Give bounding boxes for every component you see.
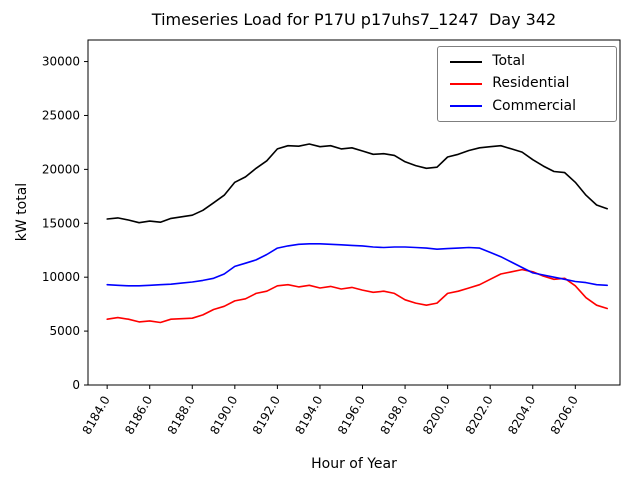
y-tick-label: 20000 <box>42 162 80 176</box>
legend-item-residential: Residential <box>450 75 604 92</box>
x-tick-label: 8184.0 <box>80 394 113 437</box>
y-tick-label: 5000 <box>49 324 80 338</box>
legend-item-commercial: Commercial <box>450 97 604 114</box>
chart-title: Timeseries Load for P17U p17uhs7_1247 Da… <box>151 10 557 29</box>
legend-line-swatch <box>450 83 483 86</box>
legend-label: Commercial <box>492 97 576 114</box>
legend-line-swatch <box>450 105 483 108</box>
y-tick-label: 10000 <box>42 270 80 284</box>
legend: Total Residential Commercial <box>437 46 617 123</box>
axes-spines <box>87 39 621 386</box>
x-tick-label: 8188.0 <box>165 394 198 437</box>
legend-item-total: Total <box>450 53 604 69</box>
x-tick-label: 8206.0 <box>548 394 581 437</box>
y-tick-label: 25000 <box>42 108 80 122</box>
x-tick-label: 8194.0 <box>292 394 325 437</box>
series-line-commercial <box>106 243 609 287</box>
series-line-total <box>106 143 609 224</box>
legend-label: Residential <box>492 75 570 92</box>
x-tick-label: 8190.0 <box>207 394 240 437</box>
legend-label: Total <box>492 53 525 69</box>
x-tick-label: 8200.0 <box>420 394 453 437</box>
y-tick-label: 30000 <box>42 55 80 69</box>
x-tick-label: 8196.0 <box>335 394 368 437</box>
x-tick-label: 8198.0 <box>378 394 411 437</box>
x-tick-label: 8192.0 <box>250 394 283 437</box>
x-tick-label: 8204.0 <box>505 394 538 437</box>
series-line-residential <box>106 268 609 324</box>
legend-line-swatch <box>450 60 483 63</box>
x-tick-label: 8202.0 <box>463 394 496 437</box>
y-tick-label: 15000 <box>42 216 80 230</box>
x-tick-label: 8186.0 <box>122 394 155 437</box>
y-tick-label: 0 <box>72 378 80 392</box>
x-axis-label: Hour of Year <box>311 456 397 472</box>
